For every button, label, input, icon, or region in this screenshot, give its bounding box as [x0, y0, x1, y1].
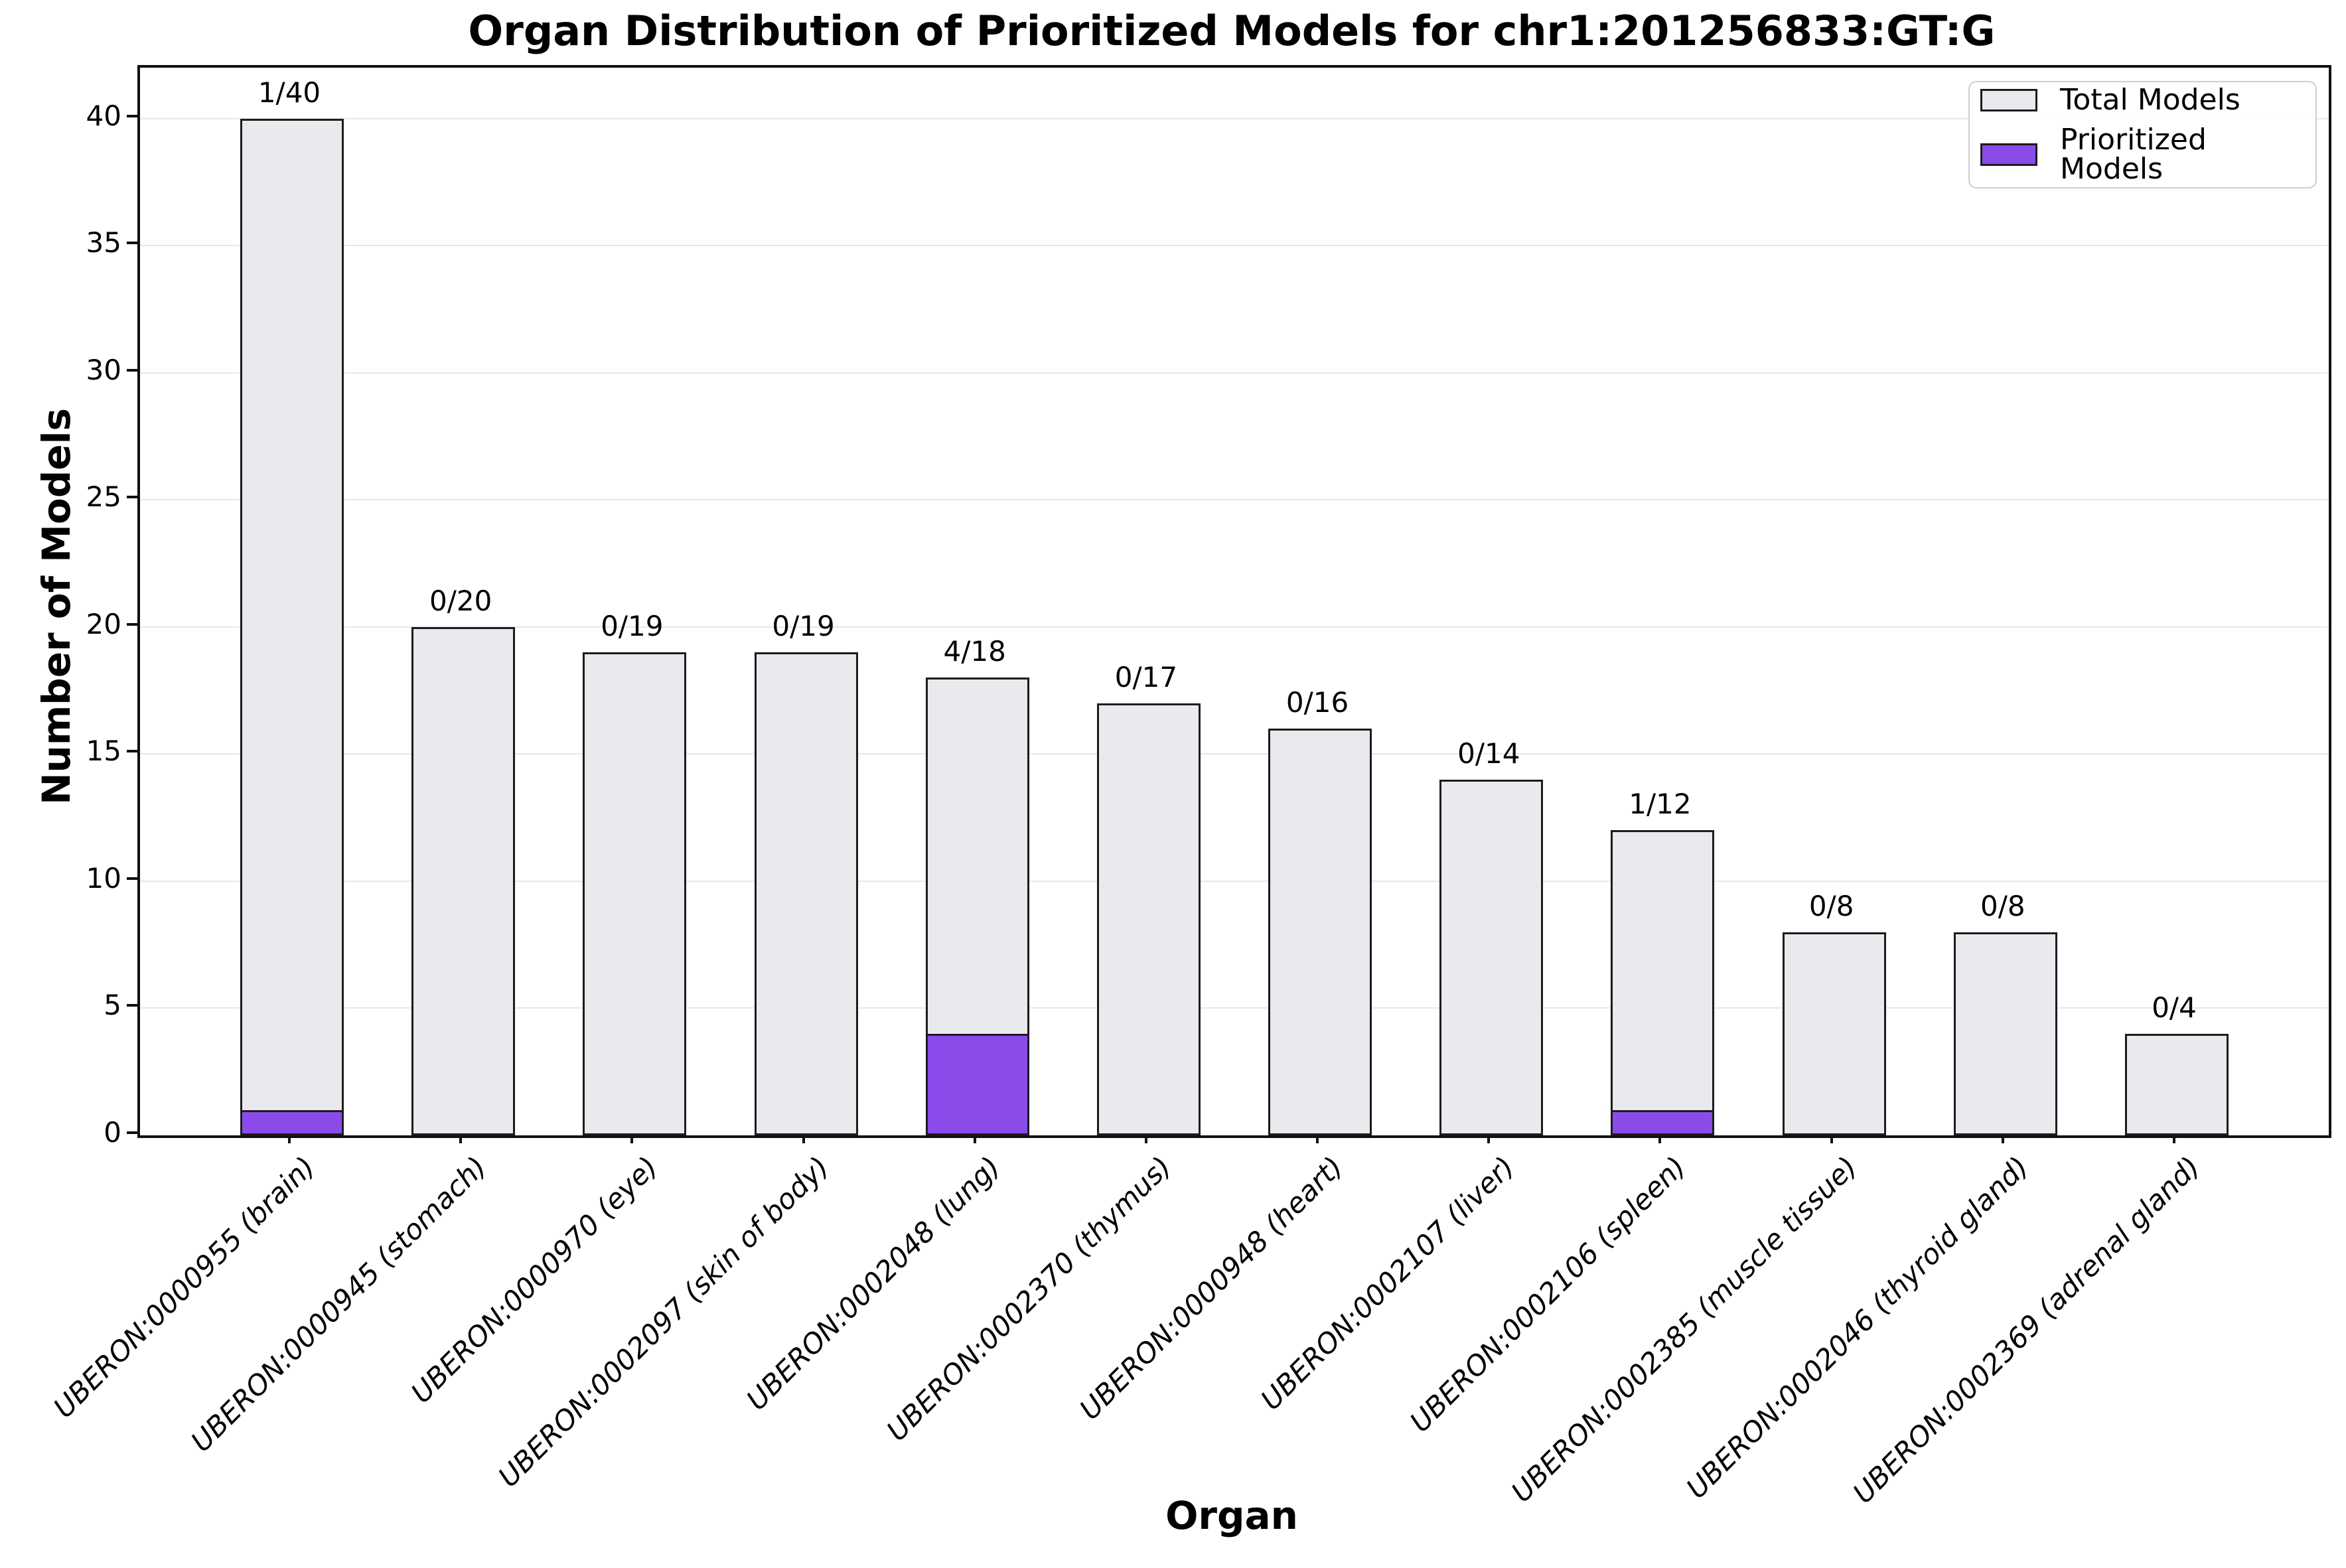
bar-value-label: 0/16	[1285, 686, 1349, 719]
bar-total-1	[240, 118, 344, 1135]
y-axis-tick-label: 10	[86, 861, 121, 894]
x-axis-tick	[630, 1133, 634, 1143]
x-axis-tick	[2001, 1133, 2004, 1143]
bar-total-2	[411, 626, 516, 1135]
x-axis-tick	[1487, 1133, 1491, 1143]
bar-value-label: 0/8	[1980, 889, 2025, 922]
bar-total-6	[1096, 703, 1201, 1135]
x-axis-tick	[288, 1133, 291, 1143]
y-axis-tick	[127, 1004, 137, 1007]
legend-label-total-models: Total Models	[2060, 83, 2240, 117]
x-axis-tick	[1830, 1133, 1833, 1143]
y-axis-tick	[127, 750, 137, 753]
x-axis-title: Organ	[1165, 1493, 1298, 1538]
bar-value-label: 0/4	[2152, 991, 2197, 1024]
legend-item: Total Models	[1980, 86, 2315, 115]
bar-total-12	[2125, 1033, 2229, 1135]
gridline	[140, 372, 2329, 374]
bar-prioritized-5	[925, 1033, 1029, 1135]
y-axis-tick	[127, 622, 137, 626]
gridline	[140, 626, 2329, 628]
gridline	[140, 499, 2329, 501]
y-axis-tick-label: 35	[86, 226, 121, 259]
bar-value-label: 4/18	[943, 635, 1006, 668]
bar-total-7	[1268, 729, 1372, 1135]
gridline	[140, 245, 2329, 247]
bar-total-9	[1611, 830, 1715, 1135]
bar-value-label: 1/40	[257, 76, 321, 109]
x-axis-tick	[2173, 1133, 2175, 1143]
x-axis-tick	[1316, 1133, 1319, 1143]
y-axis-tick-label: 20	[86, 607, 121, 640]
bar-total-8	[1439, 779, 1544, 1135]
gridline	[140, 117, 2329, 119]
bar-prioritized-9	[1611, 1109, 1715, 1135]
legend-label-prioritized-models: Prioritized Models	[2060, 123, 2207, 186]
y-axis-title: Number of Models	[34, 408, 79, 806]
plot-area	[137, 65, 2331, 1138]
legend-swatch-total-models	[1980, 89, 2037, 111]
gridline	[140, 1007, 2329, 1009]
bar-prioritized-1	[240, 1109, 344, 1135]
bar-value-label: 0/17	[1114, 660, 1178, 693]
y-axis-tick	[127, 368, 137, 372]
bar-total-3	[583, 652, 687, 1135]
x-axis-tick-label: UBERON:0002385 (muscle tissue)	[1504, 1150, 1864, 1509]
y-axis-tick	[127, 114, 137, 117]
bar-value-label: 0/19	[772, 610, 835, 643]
x-axis-tick-label: UBERON:0002046 (thyroid gland)	[1680, 1150, 2035, 1505]
x-axis-tick	[973, 1133, 976, 1143]
bar-value-label: 0/19	[601, 610, 664, 643]
legend-item: Prioritized Models	[1980, 125, 2315, 184]
bar-total-10	[1782, 932, 1886, 1135]
y-axis-tick-label: 0	[104, 1116, 121, 1149]
x-axis-tick	[459, 1133, 463, 1143]
x-axis-tick	[1658, 1133, 1662, 1143]
bar-value-label: 1/12	[1629, 788, 1692, 821]
x-axis-tick-label: UBERON:0002097 (skin of body)	[492, 1150, 836, 1494]
y-axis-tick	[127, 877, 137, 880]
y-axis-tick-label: 30	[86, 353, 121, 386]
x-axis-tick-label: UBERON:0000945 (stomach)	[184, 1150, 493, 1459]
x-axis-tick	[1144, 1133, 1147, 1143]
x-axis-tick-label: UBERON:0002369 (adrenal gland)	[1846, 1150, 2206, 1510]
x-axis-tick-label: UBERON:0002106 (spleen)	[1403, 1150, 1692, 1439]
bar-total-11	[1953, 932, 2057, 1135]
x-axis-tick	[802, 1133, 805, 1143]
gridline	[140, 753, 2329, 755]
y-axis-tick	[127, 242, 137, 245]
bar-value-label: 0/20	[429, 584, 492, 617]
y-axis-tick-label: 15	[86, 735, 121, 768]
legend: Total Models Prioritized Models	[1968, 81, 2317, 188]
gridline	[140, 880, 2329, 882]
y-axis-tick	[127, 1131, 137, 1134]
y-axis-tick	[127, 496, 137, 499]
y-axis-tick-label: 5	[104, 989, 121, 1022]
y-axis-tick-label: 25	[86, 480, 121, 514]
bar-total-4	[754, 652, 858, 1135]
chart-title: Organ Distribution of Prioritized Models…	[468, 7, 1996, 55]
legend-swatch-prioritized-models	[1980, 143, 2037, 166]
x-axis-tick-label: UBERON:0002370 (thymus)	[880, 1150, 1178, 1448]
y-axis-tick-label: 40	[86, 99, 121, 132]
bar-value-label: 0/14	[1457, 737, 1520, 770]
bar-value-label: 0/8	[1808, 889, 1854, 922]
